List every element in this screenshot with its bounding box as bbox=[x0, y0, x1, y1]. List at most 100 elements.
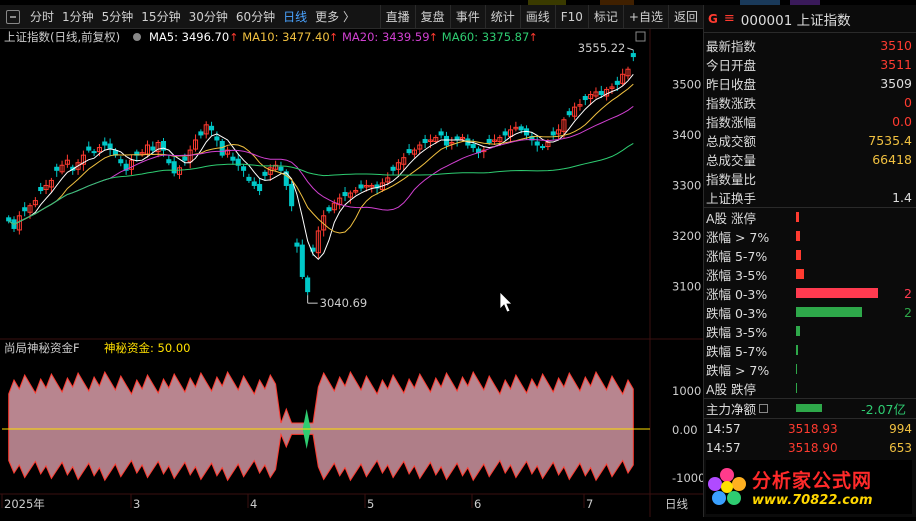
y-tick-label: 3100 bbox=[672, 280, 701, 294]
candle-body bbox=[401, 157, 407, 165]
quote-header: G ≡ 000001 上证指数 bbox=[704, 5, 916, 33]
candle-body bbox=[630, 53, 636, 58]
candle-body bbox=[385, 177, 391, 183]
candle-body bbox=[59, 164, 65, 173]
distribution-bar bbox=[796, 383, 797, 393]
distribution-label: 跌幅 5-7% bbox=[706, 344, 768, 359]
distribution-label: A股 跌停 bbox=[706, 382, 757, 397]
distribution-row[interactable]: 跌幅 3-5% bbox=[704, 322, 916, 341]
netflow-bar bbox=[796, 404, 822, 412]
distribution-row[interactable]: 跌幅 0-3% 2 bbox=[704, 303, 916, 322]
toolbar-button-4[interactable]: 画线 bbox=[519, 5, 555, 29]
toolbar-button-7[interactable]: +自选 bbox=[622, 5, 668, 29]
tab-period-3[interactable]: 15分钟 bbox=[141, 9, 181, 24]
candle-body bbox=[86, 146, 92, 151]
candle-body bbox=[321, 215, 327, 231]
x-axis-label: 4 bbox=[250, 497, 257, 511]
ma-label-2: MA20: 3439.59 bbox=[342, 30, 430, 44]
toolbar-button-5[interactable]: F10 bbox=[554, 5, 588, 29]
tick-row: 14:57 3518.93 994 bbox=[704, 419, 916, 438]
y-tick-label: 3400 bbox=[672, 128, 701, 142]
candle-body bbox=[438, 131, 444, 136]
tab-period-5[interactable]: 60分钟 bbox=[235, 9, 276, 24]
toolbar-button-2[interactable]: 事件 bbox=[449, 5, 485, 29]
candle-body bbox=[614, 80, 620, 85]
indicator-name: 尚局神秘资金F bbox=[4, 341, 80, 355]
candle-body bbox=[443, 135, 449, 146]
distribution-row[interactable]: 涨幅 3-5% bbox=[704, 265, 916, 284]
candle-body bbox=[283, 171, 289, 186]
tab-period-4[interactable]: 30分钟 bbox=[188, 9, 228, 24]
toolbar-button-1[interactable]: 复盘 bbox=[414, 5, 450, 29]
netflow-row: 主力净额 -2.07亿 bbox=[704, 399, 916, 418]
distribution-row[interactable]: 涨幅 > 7% bbox=[704, 227, 916, 246]
menu-icon[interactable]: ≡ bbox=[723, 11, 735, 26]
toolbar-button-0[interactable]: 直播 bbox=[379, 5, 415, 29]
candle-body bbox=[369, 184, 375, 188]
tab-period-2[interactable]: 5分钟 bbox=[101, 9, 134, 24]
candle-body bbox=[267, 167, 273, 175]
quote-value: 3511 bbox=[880, 57, 912, 72]
candle-body bbox=[6, 217, 12, 222]
candle-body bbox=[534, 141, 540, 146]
quote-row: 最新指数 3510 bbox=[704, 36, 916, 55]
settings-icon[interactable] bbox=[6, 9, 20, 24]
tick-time: 14:57 bbox=[706, 440, 741, 455]
list-icon[interactable] bbox=[759, 404, 769, 413]
distribution-bar bbox=[796, 212, 799, 222]
toolbar-button-6[interactable]: 标记 bbox=[587, 5, 623, 29]
candle-body bbox=[572, 106, 578, 117]
tick-row: 14:57 3518.90 653 bbox=[704, 438, 916, 457]
kline-chart[interactable]: 上证指数(日线,前复权) MA5: 3496.70 ↑ MA10: 3477.40 ↑ M… bbox=[0, 29, 705, 517]
low-price-label: 3040.69 bbox=[320, 296, 368, 310]
indicator-tick: 0.00 bbox=[672, 423, 698, 437]
distribution-label: 涨幅 5-7% bbox=[706, 249, 768, 264]
y-tick-label: 3300 bbox=[672, 178, 701, 192]
distribution-row[interactable]: 跌幅 5-7% bbox=[704, 341, 916, 360]
quote-label: 指数量比 bbox=[706, 172, 757, 187]
tab-period-0[interactable]: 分时 bbox=[30, 9, 55, 24]
candle-body bbox=[305, 277, 311, 293]
candle-body bbox=[609, 86, 615, 89]
indicator-tick: -1000 bbox=[672, 471, 703, 485]
quote-label: 上证换手 bbox=[706, 191, 757, 206]
quote-label: 总成交额 bbox=[706, 134, 757, 149]
ma-line-2 bbox=[8, 105, 634, 226]
candle-body bbox=[342, 192, 348, 197]
distribution-row[interactable]: A股 跌停 bbox=[704, 379, 916, 398]
watermark-name: 分析家公式网 bbox=[752, 470, 873, 492]
candle-body bbox=[219, 140, 225, 156]
distribution-label: 涨幅 > 7% bbox=[706, 230, 770, 245]
candle-body bbox=[182, 156, 188, 161]
tab-period-1[interactable]: 1分钟 bbox=[62, 9, 94, 24]
distribution-row[interactable]: 跌幅 > 7% bbox=[704, 360, 916, 379]
indicator-area-lower bbox=[8, 428, 634, 482]
tab-period-6[interactable]: 日线 bbox=[283, 9, 308, 24]
ma-arrow-icon: ↑ bbox=[229, 31, 238, 44]
indicator-tick: 1000 bbox=[672, 384, 701, 398]
candle-body bbox=[64, 159, 70, 165]
y-tick-label: 3500 bbox=[672, 77, 701, 91]
toolbar-button-8[interactable]: 返回 bbox=[667, 5, 703, 29]
x-axis-label: 5 bbox=[367, 497, 374, 511]
candle-body bbox=[214, 136, 220, 141]
candle-body bbox=[22, 207, 28, 212]
candle-body bbox=[203, 124, 209, 135]
candle-body bbox=[486, 138, 492, 144]
candle-body bbox=[411, 149, 417, 155]
candle-body bbox=[593, 91, 599, 97]
candle-body bbox=[598, 90, 604, 95]
group-badge[interactable]: G bbox=[708, 11, 718, 26]
tab-period-7[interactable]: 更多 〉 bbox=[315, 9, 355, 24]
watermark: 分析家公式网 www.70822.com bbox=[706, 460, 912, 514]
distribution-row[interactable]: 涨幅 0-3% 2 bbox=[704, 284, 916, 303]
period-label: 日线 bbox=[665, 497, 688, 511]
tick-time: 14:57 bbox=[706, 421, 741, 436]
netflow-label: 主力净额 bbox=[706, 402, 757, 417]
quote-panel: G ≡ 000001 上证指数 最新指数 3510 今日开盘 3511 昨日收盘 3509… bbox=[703, 5, 916, 517]
candle-body bbox=[395, 162, 401, 170]
distribution-row[interactable]: A股 涨停 bbox=[704, 208, 916, 227]
distribution-row[interactable]: 涨幅 5-7% bbox=[704, 246, 916, 265]
toolbar-button-3[interactable]: 统计 bbox=[484, 5, 520, 29]
candle-body bbox=[257, 183, 263, 192]
